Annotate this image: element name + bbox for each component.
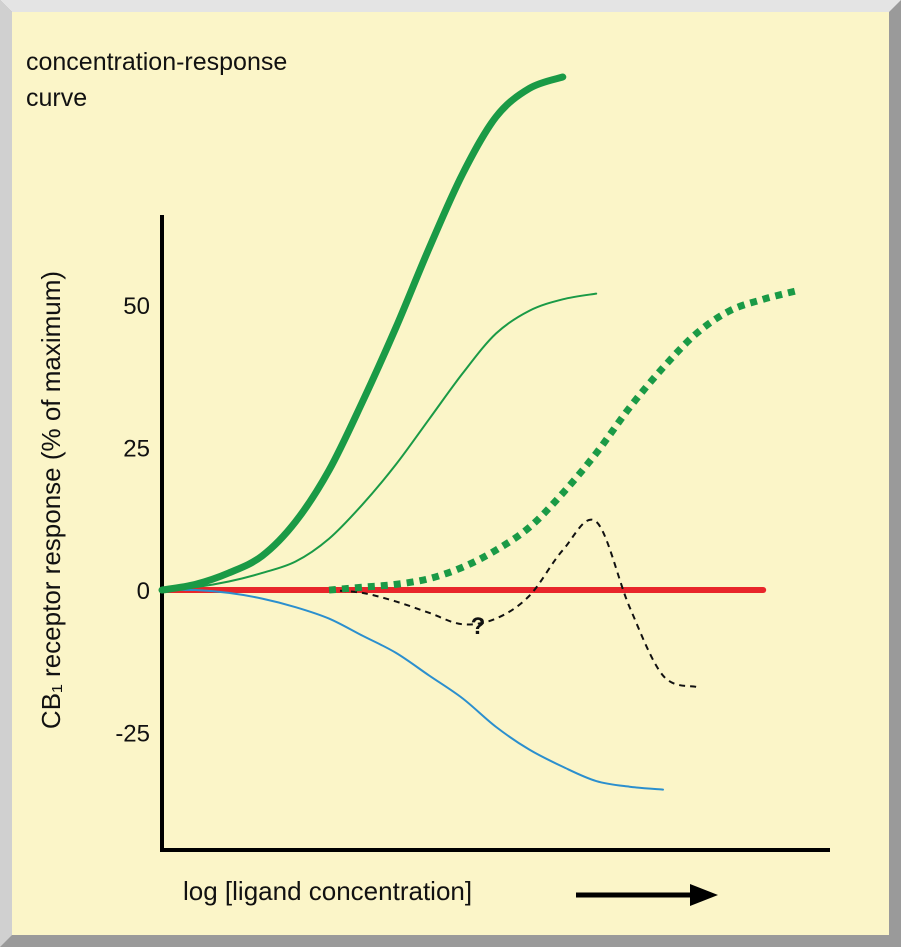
series-line [161,292,598,592]
annotation: ? [471,613,486,640]
series-line [158,73,567,594]
y-tick-label: 25 [123,436,150,463]
bevel [0,0,12,947]
y-tick-label: 0 [137,578,150,605]
y-tick-label: 50 [123,293,150,320]
series-line [328,287,798,594]
series-line [161,588,664,791]
x-axis-label: log [ligand concentration] [183,876,472,906]
y-tick-label: -25 [115,721,150,748]
chart-title: concentration-response curve [26,48,288,112]
arrow-head [690,884,718,906]
series-line [328,518,697,688]
y-axis-label: CB₁ receptor response (% of maximum) [36,271,66,729]
bevel [0,0,901,12]
background [12,12,889,935]
